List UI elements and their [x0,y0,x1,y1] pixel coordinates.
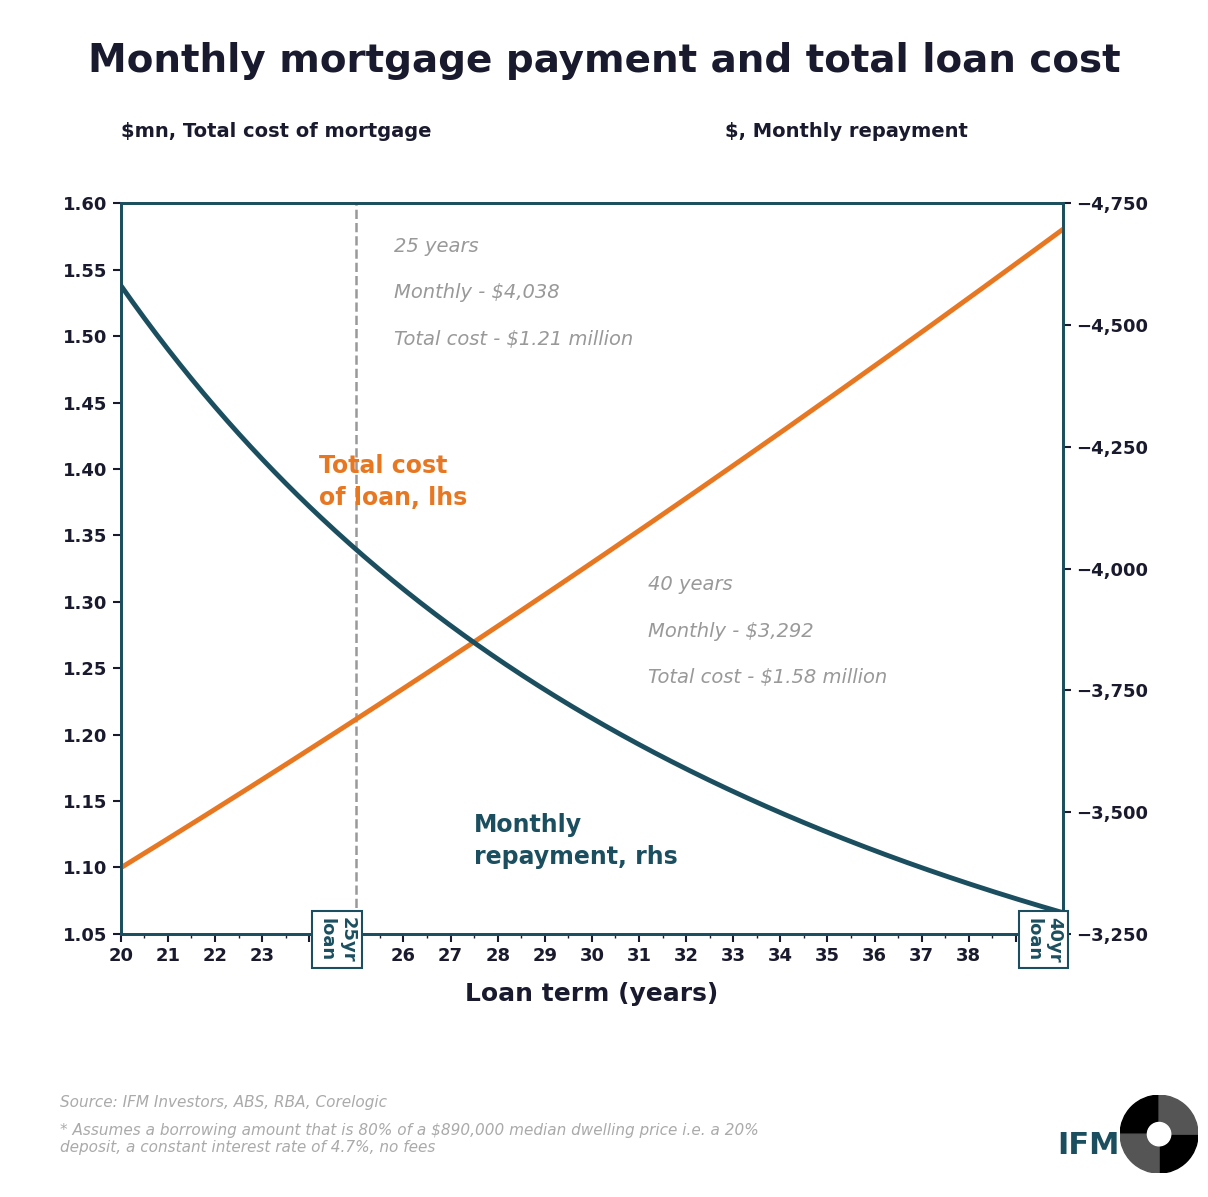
Text: Monthly - $3,292: Monthly - $3,292 [649,621,814,640]
Wedge shape [1120,1095,1160,1135]
Text: Monthly mortgage payment and total loan cost: Monthly mortgage payment and total loan … [88,42,1120,80]
Text: 25yr
loan: 25yr loan [318,917,356,962]
Text: IFM: IFM [1057,1131,1120,1160]
Wedge shape [1120,1135,1160,1173]
Text: Total cost
of loan, lhs: Total cost of loan, lhs [319,455,467,510]
Text: Total cost - $1.58 million: Total cost - $1.58 million [649,668,888,687]
Wedge shape [1158,1135,1198,1173]
Text: 40 years: 40 years [649,576,733,594]
Text: Monthly
repayment, rhs: Monthly repayment, rhs [475,813,678,869]
Text: $mn, Total cost of mortgage: $mn, Total cost of mortgage [121,122,431,141]
Text: * Assumes a borrowing amount that is 80% of a $890,000 median dwelling price i.e: * Assumes a borrowing amount that is 80%… [60,1123,759,1155]
Text: Total cost - $1.21 million: Total cost - $1.21 million [394,329,633,348]
Circle shape [1148,1123,1171,1146]
Text: Monthly - $4,038: Monthly - $4,038 [394,284,559,302]
X-axis label: Loan term (years): Loan term (years) [465,982,719,1005]
Wedge shape [1160,1095,1198,1135]
Text: 40yr
loan: 40yr loan [1024,917,1063,962]
Text: $, Monthly repayment: $, Monthly repayment [725,122,968,141]
Text: 25 years: 25 years [394,237,478,256]
Text: Source: IFM Investors, ABS, RBA, Corelogic: Source: IFM Investors, ABS, RBA, Corelog… [60,1095,388,1111]
